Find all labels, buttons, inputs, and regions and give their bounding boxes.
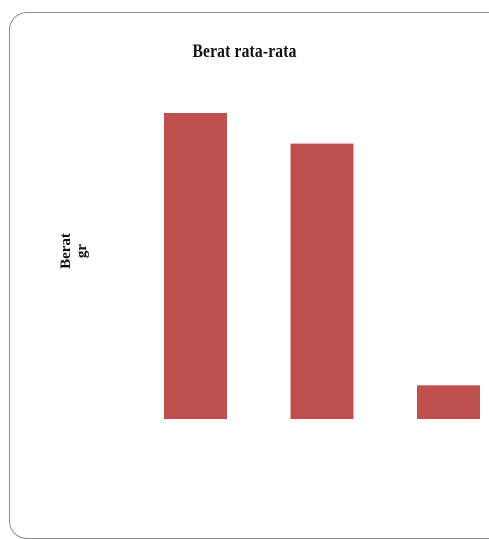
chart-frame <box>9 12 489 539</box>
bar-2 <box>290 143 354 419</box>
bar-1 <box>164 113 227 419</box>
bar-3 <box>417 385 480 419</box>
plot-area <box>164 113 480 419</box>
chart-title: Berat rata-rata <box>192 41 297 62</box>
